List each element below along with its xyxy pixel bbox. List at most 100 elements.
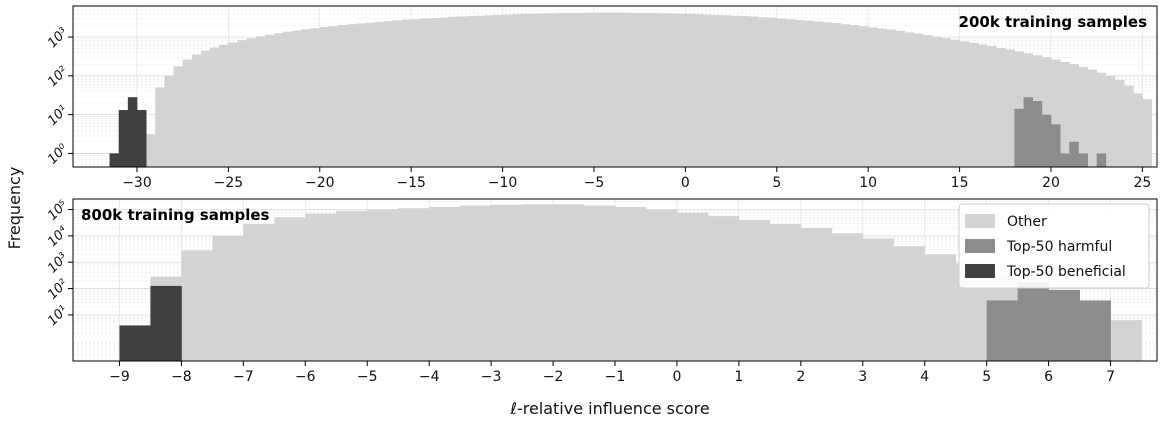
bar-other: [310, 28, 321, 167]
bar-other: [219, 44, 229, 167]
bar-other: [785, 19, 796, 167]
legend-label-beneficial: Top-50 beneficial: [1006, 264, 1126, 280]
x-tick-label: −9: [109, 369, 130, 385]
bar-other: [776, 18, 787, 167]
bar-harmful: [1060, 153, 1070, 167]
bar-harmful: [1041, 114, 1052, 167]
bar-other: [212, 235, 244, 361]
bar-other: [491, 204, 523, 361]
bar-other: [630, 12, 641, 167]
bar-harmful: [1023, 97, 1034, 167]
bar-other: [932, 36, 942, 167]
bar-other: [769, 224, 802, 361]
bar-other: [862, 238, 895, 361]
bar-other: [657, 13, 668, 167]
x-tick-label: 15: [951, 175, 969, 191]
x-tick-label: −1: [605, 369, 626, 385]
bar-harmful: [1048, 289, 1080, 361]
bar-other: [959, 41, 970, 167]
bar-other: [456, 16, 467, 167]
bar-other: [529, 13, 540, 167]
bar-other: [924, 254, 957, 361]
bar-other: [831, 233, 864, 361]
x-tick-label: 5: [772, 175, 781, 191]
bar-other: [612, 12, 622, 167]
bar-other: [539, 13, 549, 167]
bar-other: [800, 227, 833, 361]
bar-other: [367, 209, 399, 361]
bar-other: [950, 39, 960, 167]
x-tick-label: −6: [295, 369, 316, 385]
bar-harmful: [1069, 141, 1079, 167]
bar-other: [292, 30, 302, 167]
x-tick-label: −15: [396, 175, 426, 191]
bar-other: [996, 47, 1006, 167]
bar-other: [383, 21, 394, 167]
bar-other: [1114, 79, 1125, 167]
bar-other: [553, 204, 585, 361]
bar-other: [274, 33, 284, 167]
panel-title: 200k training samples: [959, 13, 1148, 31]
bar-other: [374, 21, 385, 167]
bar-other: [639, 12, 650, 167]
bar-other: [182, 59, 193, 167]
bars-2: [119, 204, 1142, 361]
bar-harmful: [1032, 101, 1043, 167]
bar-other: [392, 20, 403, 167]
bar-other: [164, 75, 174, 167]
x-tick-label: 0: [681, 175, 690, 191]
bar-other: [301, 29, 312, 167]
bar-other: [548, 13, 558, 167]
x-tick-label: −30: [122, 175, 152, 191]
x-tick-label: −2: [543, 369, 564, 385]
bar-other: [319, 26, 330, 167]
bar-other: [447, 16, 458, 167]
x-tick-label: 6: [1044, 369, 1053, 385]
bar-other: [575, 12, 586, 167]
bar-other: [1133, 93, 1143, 167]
y-tick-label: 10⁰: [45, 141, 72, 168]
x-tick-label: 5: [982, 369, 991, 385]
legend: Other Top-50 harmful Top-50 beneficial: [958, 203, 1150, 289]
bar-other: [466, 16, 476, 167]
bar-harmful: [1017, 281, 1049, 361]
bar-other: [886, 29, 896, 167]
legend-swatch-harmful: [965, 239, 995, 253]
bar-beneficial: [136, 109, 147, 167]
panel-title: 800k training samples: [81, 206, 270, 224]
x-tick-label: −8: [171, 369, 192, 385]
bar-other: [859, 26, 869, 167]
bar-other: [146, 134, 156, 167]
bar-other: [356, 23, 366, 167]
axes-frame: [72, 5, 1158, 168]
bar-other: [707, 216, 740, 361]
bar-other: [246, 38, 257, 167]
bar-other: [913, 33, 924, 167]
bar-other: [520, 13, 531, 167]
bar-other: [191, 54, 202, 167]
bar-other: [493, 14, 503, 167]
bar-harmful: [1096, 153, 1107, 167]
x-tick-label: −20: [305, 175, 335, 191]
bar-other: [877, 28, 887, 167]
bar-other: [804, 20, 814, 167]
bar-other: [210, 47, 220, 167]
bar-other: [1105, 75, 1116, 167]
bar-other: [895, 30, 906, 167]
x-tick-label: 7: [1106, 369, 1115, 385]
bar-other: [849, 25, 860, 167]
bar-other: [676, 13, 686, 167]
bar-other: [1087, 69, 1098, 167]
x-tick-label: −5: [357, 369, 378, 385]
bar-beneficial: [150, 285, 182, 361]
bar-other: [155, 87, 165, 167]
y-tick-label: 10²: [45, 277, 71, 303]
bar-other: [1041, 57, 1052, 167]
legend-label-harmful: Top-50 harmful: [1006, 239, 1112, 255]
bar-other: [228, 42, 238, 167]
bar-other: [511, 14, 522, 167]
x-tick-label: 1: [734, 369, 743, 385]
legend-box: [958, 203, 1150, 289]
bar-beneficial: [119, 325, 151, 361]
